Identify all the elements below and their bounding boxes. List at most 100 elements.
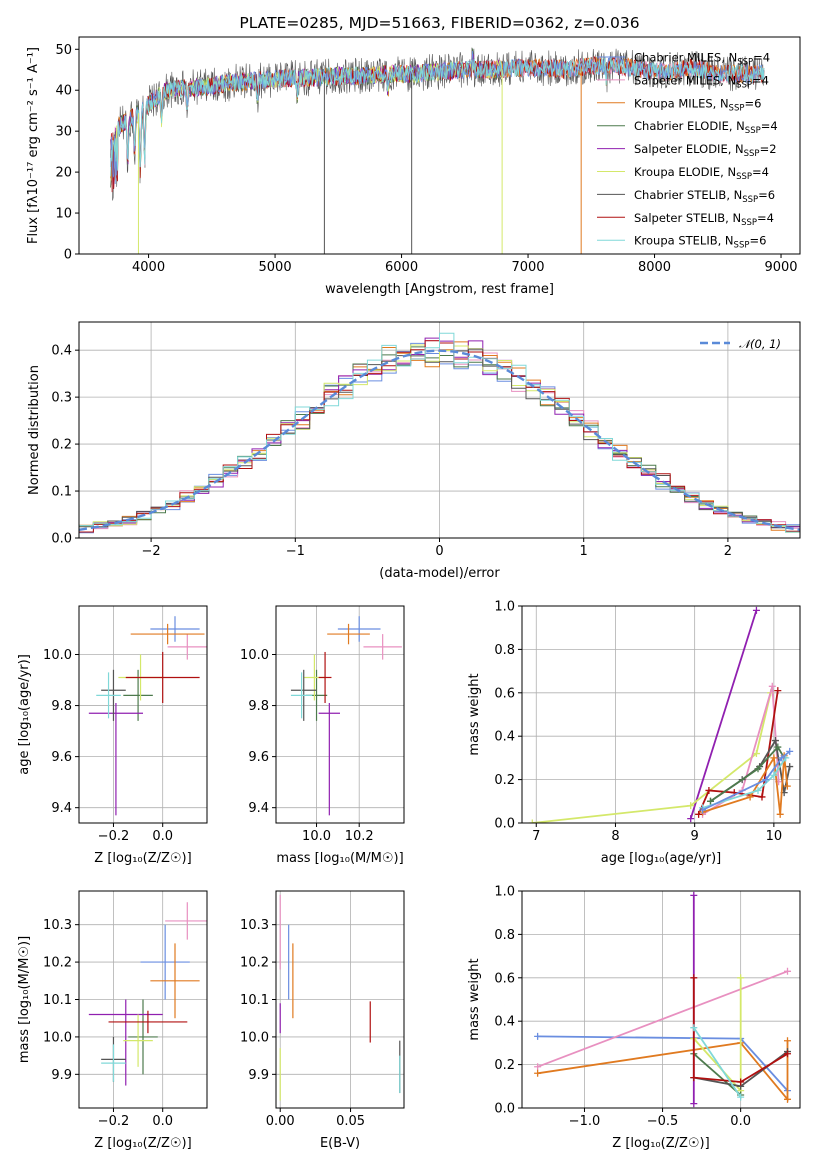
weight-marker bbox=[783, 782, 791, 790]
weight-marker bbox=[695, 810, 703, 818]
weight-marker bbox=[737, 974, 745, 982]
axes-frame bbox=[521, 605, 801, 824]
y-tick-label: 0.2 bbox=[51, 438, 72, 453]
legend-entry: Salpeter ELODIE, NSSP=2 bbox=[634, 142, 777, 159]
y-tick-label: 10.0 bbox=[43, 648, 72, 663]
weight-marker bbox=[784, 1095, 792, 1103]
plot-area bbox=[528, 606, 794, 823]
y-tick-label: 9.8 bbox=[248, 699, 269, 714]
legend-entry: Salpeter STELIB, NSSP=4 bbox=[634, 211, 774, 228]
y-tick-label: 1.0 bbox=[494, 885, 515, 900]
y-tick-label: 0.8 bbox=[494, 643, 515, 658]
x-tick-label: −0.2 bbox=[98, 829, 130, 844]
x-axis-label: Z [log₁₀(Z/Z☉)] bbox=[94, 1136, 191, 1151]
weight-marker bbox=[737, 1078, 745, 1086]
y-tick-label: 10.0 bbox=[43, 1030, 72, 1045]
weight-marker bbox=[771, 737, 779, 745]
y-tick-label: 0.1 bbox=[51, 485, 72, 500]
x-tick-label: 0.0 bbox=[730, 1114, 751, 1129]
y-axis-label: mass weight bbox=[467, 673, 482, 755]
x-tick-label: 10.2 bbox=[345, 829, 374, 844]
x-tick-label: 1 bbox=[580, 544, 588, 559]
x-tick-label: −0.5 bbox=[647, 1114, 679, 1129]
y-tick-label: 0.4 bbox=[494, 730, 515, 745]
axes-frame bbox=[78, 36, 801, 255]
y-tick-label: 10.3 bbox=[43, 918, 72, 933]
spectrum-line bbox=[110, 57, 765, 177]
legend-entry: Salpeter MILES, NSSP=4 bbox=[634, 73, 769, 90]
y-tick-label: 10.0 bbox=[240, 648, 269, 663]
x-axis-label: (data-model)/error bbox=[379, 566, 500, 581]
legend-entry: Kroupa ELODIE, NSSP=4 bbox=[634, 165, 769, 182]
y-tick-label: 0.0 bbox=[494, 817, 515, 832]
panel-weight-vs-age: 7 8 9 10 0.0 0.2 0.4 0.6 0.8 1.0 age [log₁₀(age/yr… bbox=[467, 600, 801, 866]
y-axis-label: Normed distribution bbox=[27, 365, 42, 495]
panel-spectrum: 4000 5000 6000 7000 8000 9000 0 10 20 30 40 50 wavel… bbox=[26, 14, 801, 297]
axes-frame bbox=[521, 890, 801, 1109]
y-tick-label: 0.6 bbox=[494, 971, 515, 986]
y-tick-label: 9.4 bbox=[51, 801, 72, 816]
x-tick-label: 0.05 bbox=[336, 1114, 365, 1129]
x-tick-label: 10.0 bbox=[302, 829, 331, 844]
x-tick-label: −1 bbox=[286, 544, 305, 559]
x-tick-label: 4000 bbox=[132, 260, 165, 275]
panel-mass-vs-Z: −0.2 0.0 9.9 10.0 10.1 10.2 10.3 Z [log₁₀(Z/Z☉)… bbox=[17, 890, 208, 1151]
y-tick-label: 0.3 bbox=[51, 391, 72, 406]
weight-line bbox=[532, 692, 772, 823]
weight-marker bbox=[746, 793, 754, 801]
y-tick-label: 20 bbox=[55, 166, 72, 181]
y-tick-label: 0.0 bbox=[494, 1102, 515, 1117]
legend-entry: Kroupa MILES, NSSP=6 bbox=[634, 96, 761, 113]
y-axis-label: Flux [fλ10⁻¹⁷ erg cm⁻² s⁻¹ A⁻¹] bbox=[26, 47, 41, 244]
y-tick-label: 0.0 bbox=[51, 532, 72, 547]
weight-marker bbox=[699, 806, 707, 814]
y-tick-label: 9.6 bbox=[248, 750, 269, 765]
panel-weight-vs-Z: −1.0 −0.5 0.0 0.0 0.2 0.4 0.6 0.8 1.0 Z [log₁₀(Z/… bbox=[467, 885, 801, 1151]
y-tick-label: 10.1 bbox=[43, 993, 72, 1008]
weight-marker bbox=[754, 786, 762, 794]
y-tick-label: 30 bbox=[55, 125, 72, 140]
weight-marker bbox=[534, 1069, 542, 1077]
weight-marker bbox=[690, 974, 698, 982]
axes-frame bbox=[78, 890, 208, 1109]
y-tick-label: 0.4 bbox=[51, 344, 72, 359]
panel-residuals: −2 −1 0 1 2 0.0 0.1 0.2 0.3 0.4 (data-model)/error… bbox=[27, 321, 801, 581]
weight-marker bbox=[758, 793, 766, 801]
y-tick-label: 0.6 bbox=[494, 686, 515, 701]
weight-line bbox=[537, 1040, 789, 1102]
weight-line bbox=[693, 1053, 742, 1096]
chart-title: PLATE=0285, MJD=51663, FIBERID=0362, z=0… bbox=[239, 14, 639, 32]
axes-frame bbox=[78, 321, 801, 539]
weight-line bbox=[689, 610, 758, 819]
y-tick-label: 0.4 bbox=[494, 1015, 515, 1030]
plot-area bbox=[534, 891, 792, 1108]
y-tick-label: 0.2 bbox=[494, 1058, 515, 1073]
weight-marker bbox=[690, 891, 698, 899]
weight-marker bbox=[687, 802, 695, 810]
x-tick-label: 2 bbox=[724, 544, 732, 559]
x-tick-label: 5000 bbox=[259, 260, 292, 275]
legend-entry: 𝒩(0, 1) bbox=[739, 337, 781, 351]
plot-area bbox=[88, 616, 207, 816]
weight-marker bbox=[534, 1032, 542, 1040]
axes-frame bbox=[275, 890, 405, 1109]
axes-frame bbox=[78, 605, 208, 824]
x-tick-label: 8000 bbox=[638, 260, 671, 275]
weight-marker bbox=[707, 797, 715, 805]
weight-marker bbox=[774, 743, 782, 751]
y-tick-label: 10 bbox=[55, 207, 72, 222]
weight-marker bbox=[690, 1100, 698, 1108]
axes-frame bbox=[275, 605, 405, 824]
y-tick-label: 10.1 bbox=[240, 993, 269, 1008]
weight-marker bbox=[752, 606, 760, 614]
x-axis-label: mass [log₁₀(M/M☉)] bbox=[276, 851, 403, 866]
y-tick-label: 0.2 bbox=[494, 773, 515, 788]
y-tick-label: 50 bbox=[55, 43, 72, 58]
x-tick-label: 8 bbox=[611, 829, 619, 844]
y-tick-label: 9.9 bbox=[248, 1068, 269, 1083]
x-tick-label: −0.2 bbox=[98, 1114, 130, 1129]
weight-marker bbox=[754, 765, 762, 773]
plot-area bbox=[279, 894, 401, 1101]
weight-marker bbox=[690, 1074, 698, 1082]
weight-marker bbox=[687, 815, 695, 823]
